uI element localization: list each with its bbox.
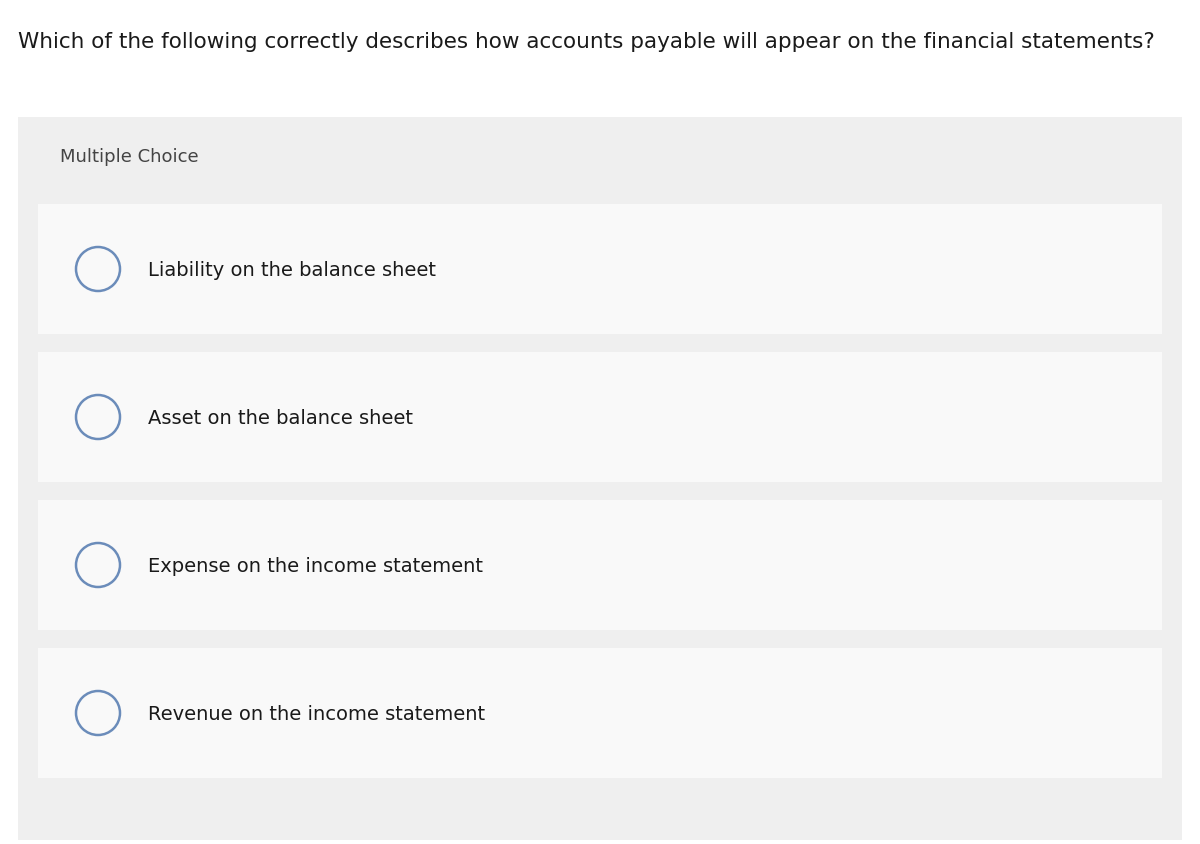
Text: Multiple Choice: Multiple Choice: [60, 148, 199, 165]
Text: Asset on the balance sheet: Asset on the balance sheet: [148, 408, 413, 427]
Text: Which of the following correctly describes how accounts payable will appear on t: Which of the following correctly describ…: [18, 32, 1154, 52]
Bar: [38, 353, 1162, 483]
Bar: [38, 500, 1162, 630]
Text: Liability on the balance sheet: Liability on the balance sheet: [148, 260, 436, 279]
Bar: [38, 205, 1162, 334]
Text: Revenue on the income statement: Revenue on the income statement: [148, 704, 485, 722]
Bar: [38, 648, 1162, 778]
Text: Expense on the income statement: Expense on the income statement: [148, 556, 482, 575]
Bar: [18, 118, 1182, 840]
